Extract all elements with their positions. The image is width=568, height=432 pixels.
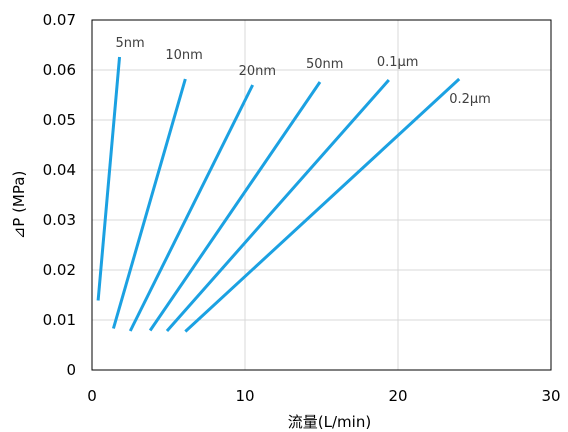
series-lines bbox=[96, 56, 461, 333]
y-tick-label: 0.04 bbox=[43, 161, 76, 179]
x-tick-label: 0 bbox=[87, 387, 97, 405]
series-label: 50nm bbox=[306, 57, 343, 72]
series-label: 10nm bbox=[165, 48, 202, 63]
y-tick-label: 0.07 bbox=[43, 11, 76, 29]
x-axis-ticks: 0 10 20 30 bbox=[87, 387, 560, 405]
x-tick-label: 30 bbox=[541, 387, 560, 405]
y-tick-label: 0.03 bbox=[43, 211, 76, 229]
series-label: 5nm bbox=[116, 36, 145, 51]
x-tick-label: 10 bbox=[235, 387, 254, 405]
y-tick-label: 0.01 bbox=[43, 311, 76, 329]
y-axis-title: ⊿P (MPa) bbox=[10, 171, 28, 240]
series-label: 20nm bbox=[239, 64, 276, 79]
plot-area-border bbox=[91, 19, 552, 371]
gridlines bbox=[92, 20, 551, 370]
series-label: 0.1μm bbox=[377, 55, 419, 70]
y-tick-label: 0.02 bbox=[43, 261, 76, 279]
series-line bbox=[184, 77, 461, 333]
y-tick-label: 0.06 bbox=[43, 61, 76, 79]
series-line bbox=[111, 78, 187, 329]
series-line bbox=[128, 84, 254, 332]
series-line bbox=[148, 81, 322, 332]
x-axis-title: 流量(L/min) bbox=[288, 413, 371, 431]
series-line bbox=[96, 56, 122, 301]
y-axis-ticks: 0 0.01 0.02 0.03 0.04 0.05 0.06 0.07 bbox=[43, 11, 76, 379]
x-tick-label: 20 bbox=[388, 387, 407, 405]
y-tick-label: 0.05 bbox=[43, 111, 76, 129]
series-label: 0.2μm bbox=[449, 92, 491, 107]
series-labels: 5nm 10nm 20nm 50nm 0.1μm 0.2μm bbox=[116, 36, 491, 107]
y-tick-label: 0 bbox=[66, 361, 76, 379]
series-line bbox=[165, 79, 390, 332]
